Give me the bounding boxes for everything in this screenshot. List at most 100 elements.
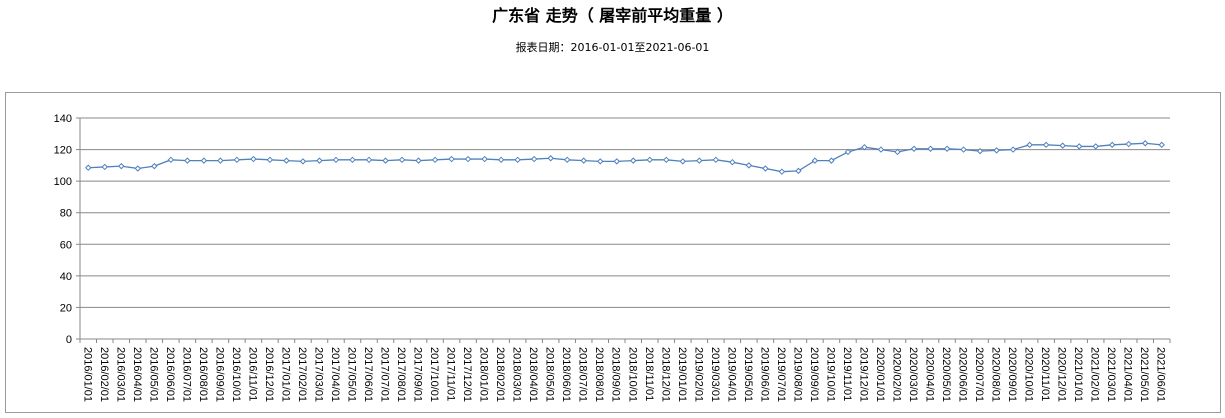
data-point <box>712 156 720 164</box>
data-point <box>497 156 505 164</box>
y-tick-label: 80 <box>60 208 72 220</box>
data-point <box>266 156 274 164</box>
x-tick-label: 2018/12/01 <box>659 347 671 402</box>
data-point <box>960 146 967 153</box>
y-tick-label: 40 <box>60 271 72 283</box>
x-tick-label: 2019/11/01 <box>841 347 853 401</box>
x-tick-label: 2020/06/01 <box>957 347 969 402</box>
x-tick-label: 2019/07/01 <box>775 347 787 402</box>
data-point <box>613 158 620 165</box>
x-tick-label: 2019/10/01 <box>824 347 836 402</box>
data-point <box>927 145 934 152</box>
data-point <box>861 143 868 151</box>
x-tick-label: 2021/04/01 <box>1122 347 1134 402</box>
x-tick-label: 2020/03/01 <box>907 347 919 402</box>
x-tick-label: 2018/11/01 <box>643 347 655 401</box>
x-tick-label: 2019/09/01 <box>808 347 820 402</box>
data-point <box>943 145 951 152</box>
data-point <box>580 157 587 164</box>
data-point <box>795 167 802 175</box>
data-point <box>233 156 241 164</box>
x-tick-label: 2018/10/01 <box>626 347 638 402</box>
data-point <box>332 156 340 164</box>
x-tick-label: 2016/12/01 <box>263 347 275 402</box>
data-point <box>828 157 835 164</box>
data-point <box>811 157 819 164</box>
x-tick-label: 2016/09/01 <box>213 347 225 402</box>
x-tick-label: 2020/02/01 <box>891 347 903 402</box>
data-point <box>481 155 488 163</box>
x-tick-label: 2020/10/01 <box>1023 347 1035 402</box>
data-point <box>877 146 885 153</box>
x-tick-label: 2016/01/01 <box>81 347 93 402</box>
x-tick-label: 2019/12/01 <box>857 347 869 402</box>
data-point <box>134 165 142 172</box>
data-point <box>217 157 224 164</box>
x-tick-label: 2017/09/01 <box>412 347 424 402</box>
chart-frame <box>5 92 1221 413</box>
x-tick-label: 2017/02/01 <box>296 347 308 402</box>
data-point <box>976 147 984 155</box>
x-tick-label: 2016/02/01 <box>98 347 110 402</box>
data-point <box>448 155 455 163</box>
data-point <box>1125 140 1132 148</box>
x-tick-label: 2016/07/01 <box>180 347 192 402</box>
data-point <box>431 156 439 164</box>
data-point <box>316 157 323 164</box>
data-point <box>1158 141 1165 149</box>
data-point <box>167 156 175 164</box>
data-point <box>1059 142 1066 149</box>
x-tick-label: 2018/07/01 <box>577 347 589 402</box>
x-tick-label: 2016/08/01 <box>197 347 209 402</box>
x-tick-label: 2018/08/01 <box>593 347 605 402</box>
x-tick-label: 2018/05/01 <box>544 347 556 402</box>
x-tick-label: 2017/04/01 <box>329 347 341 402</box>
x-tick-label: 2016/05/01 <box>147 347 159 402</box>
x-tick-label: 2018/06/01 <box>560 347 572 402</box>
x-tick-label: 2020/12/01 <box>1056 347 1068 402</box>
x-tick-label: 2017/08/01 <box>395 347 407 402</box>
x-tick-label: 2018/02/01 <box>494 347 506 402</box>
x-tick-label: 2017/06/01 <box>362 347 374 402</box>
y-tick-label: 100 <box>54 176 72 188</box>
data-point <box>993 147 1000 154</box>
x-tick-label: 2017/05/01 <box>346 347 358 402</box>
data-point <box>415 157 422 164</box>
x-tick-label: 2019/02/01 <box>692 347 704 402</box>
data-point <box>250 155 257 163</box>
x-tick-label: 2018/09/01 <box>610 347 622 402</box>
data-point <box>844 148 852 156</box>
x-tick-label: 2019/04/01 <box>725 347 737 402</box>
x-tick-label: 2019/01/01 <box>676 347 688 402</box>
data-point <box>85 164 92 171</box>
x-tick-label: 2020/09/01 <box>1006 347 1018 402</box>
data-point <box>1075 143 1083 150</box>
data-point <box>398 156 406 164</box>
x-tick-label: 2021/01/01 <box>1072 347 1084 402</box>
data-point <box>679 158 687 165</box>
data-point <box>597 158 604 165</box>
data-point <box>101 163 108 171</box>
x-tick-label: 2020/04/01 <box>924 347 936 402</box>
x-tick-label: 2016/03/01 <box>114 347 126 402</box>
y-tick-label: 120 <box>54 145 72 157</box>
x-tick-label: 2017/10/01 <box>428 347 440 402</box>
data-point <box>894 148 901 156</box>
x-tick-label: 2021/03/01 <box>1105 347 1117 402</box>
x-tick-label: 2018/04/01 <box>527 347 539 402</box>
x-tick-label: 2017/07/01 <box>379 347 391 402</box>
x-tick-label: 2020/11/01 <box>1039 347 1051 401</box>
data-point <box>663 156 670 164</box>
data-point <box>1042 141 1050 149</box>
data-point <box>630 157 637 164</box>
data-point <box>696 157 703 164</box>
data-point <box>729 158 736 166</box>
data-point <box>514 156 521 164</box>
data-point <box>1108 141 1116 149</box>
data-point <box>200 157 208 164</box>
data-point <box>365 156 373 164</box>
x-tick-label: 2017/03/01 <box>312 347 324 402</box>
chart-title: 广东省 走势（ 屠宰前平均重量 ） <box>492 6 733 25</box>
x-tick-label: 2020/07/01 <box>973 347 985 402</box>
